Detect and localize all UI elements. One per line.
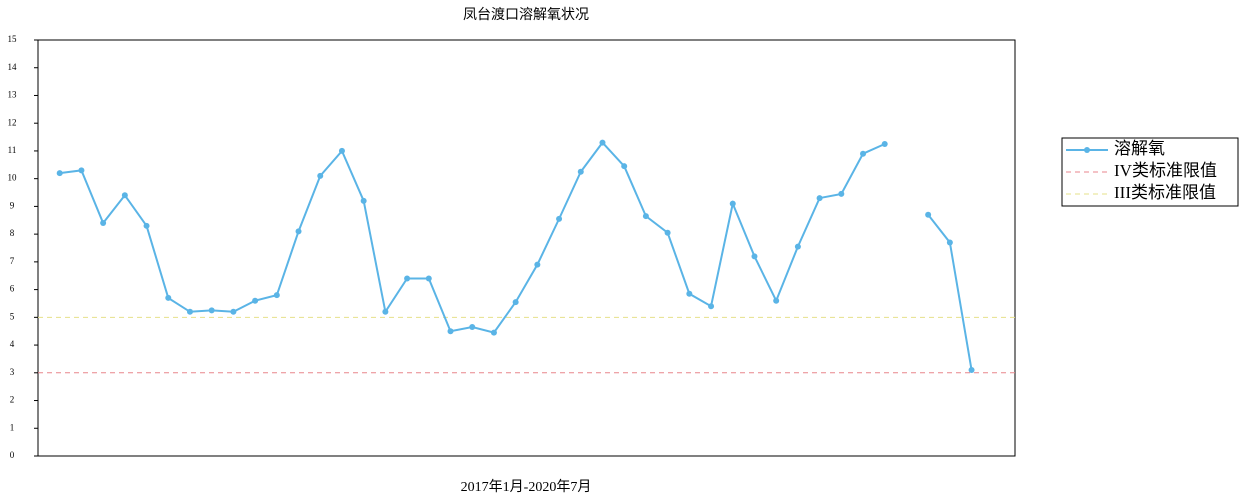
data-point xyxy=(729,200,736,207)
data-point xyxy=(490,329,497,336)
data-point xyxy=(556,215,563,222)
data-point xyxy=(686,290,693,297)
series-line xyxy=(59,141,973,371)
data-point xyxy=(773,297,780,304)
data-point xyxy=(642,213,649,220)
y-tick-label: 9 xyxy=(10,200,15,210)
data-point xyxy=(186,308,193,315)
y-tick-label: 15 xyxy=(8,34,18,44)
plot-frame xyxy=(37,39,1016,457)
data-point xyxy=(881,141,888,147)
data-point xyxy=(534,261,541,268)
y-tick-label: 13 xyxy=(8,90,18,100)
data-point xyxy=(925,211,932,218)
data-point xyxy=(425,275,432,282)
y-tick-label: 11 xyxy=(8,145,17,155)
data-point xyxy=(838,190,845,197)
data-point xyxy=(512,299,519,306)
data-point xyxy=(78,167,85,174)
data-point xyxy=(273,292,280,299)
data-point xyxy=(621,163,628,170)
data-point xyxy=(577,168,584,175)
y-tick-label: 8 xyxy=(10,228,15,238)
x-axis-label: 2017年1月-2020年7月 xyxy=(461,479,592,495)
data-point xyxy=(295,228,302,235)
data-point xyxy=(860,150,867,157)
data-point xyxy=(794,243,801,250)
y-tick-label: 12 xyxy=(8,117,17,127)
data-point xyxy=(816,195,823,202)
chart-title: 凤台渡口溶解氧状况 xyxy=(463,7,589,23)
data-point xyxy=(469,324,476,331)
y-tick-label: 14 xyxy=(8,62,18,72)
legend-label: 溶解氧 xyxy=(1114,139,1165,158)
legend-label: III类标准限值 xyxy=(1114,183,1216,202)
data-point xyxy=(317,172,324,179)
data-point xyxy=(382,308,389,315)
y-tick-label: 7 xyxy=(10,256,15,266)
data-point xyxy=(751,253,758,260)
y-tick-label: 2 xyxy=(10,395,15,405)
legend-label: IV类标准限值 xyxy=(1114,161,1217,180)
y-tick-label: 3 xyxy=(10,367,15,377)
y-tick-label: 6 xyxy=(10,284,15,294)
y-tick-label: 4 xyxy=(10,339,15,349)
data-point xyxy=(968,367,975,374)
data-point xyxy=(946,239,953,246)
data-point xyxy=(143,222,150,229)
data-point xyxy=(404,275,411,282)
data-point xyxy=(708,303,715,310)
data-point xyxy=(121,192,128,199)
y-tick-label: 10 xyxy=(8,173,18,183)
data-point xyxy=(165,294,172,301)
data-point xyxy=(664,229,671,236)
data-point xyxy=(338,147,345,154)
data-point xyxy=(100,220,107,227)
data-point xyxy=(56,170,63,177)
data-point xyxy=(208,307,215,314)
data-point xyxy=(447,328,454,335)
y-tick-label: 1 xyxy=(10,422,15,432)
y-tick-label: 0 xyxy=(10,450,15,460)
data-point xyxy=(599,139,606,146)
data-point xyxy=(252,297,259,304)
data-point xyxy=(360,197,367,204)
legend-marker xyxy=(1084,147,1090,153)
y-tick-label: 5 xyxy=(10,311,15,321)
data-point xyxy=(230,308,237,315)
